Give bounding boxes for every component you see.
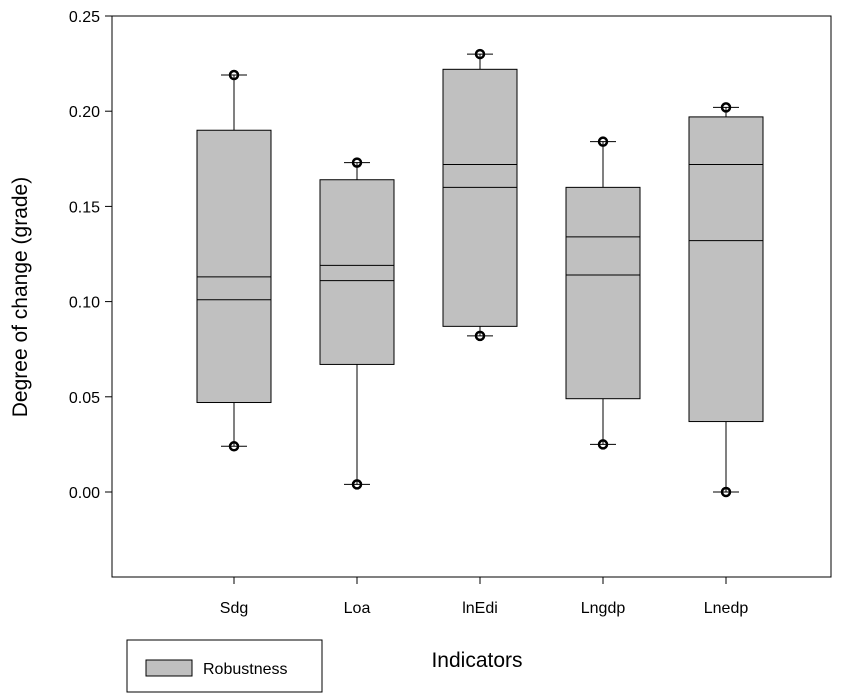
box-loa [319,157,395,490]
max-point [597,136,609,147]
box-lnedp [688,102,764,498]
y-tick-label: 0.25 [69,9,100,26]
x-tick-label: lnEdi [462,600,498,617]
max-point [351,157,363,168]
box-series [196,48,764,498]
y-axis: 0.00 0.05 0.10 0.15 0.20 0.25 [69,9,112,502]
x-tick-label: Loa [344,600,371,617]
max-point [474,48,486,60]
box-sdg [196,69,272,452]
legend: Robustness [126,639,323,693]
y-tick-label: 0.10 [69,295,100,312]
y-tick-label: 0.00 [69,485,100,502]
box-lnedi [442,48,518,342]
legend-label: Robustness [203,661,288,678]
iqr-box [688,116,764,423]
x-tick-label: Lngdp [581,600,626,617]
x-axis-title: Indicators [431,649,522,672]
y-tick-label: 0.15 [69,199,100,216]
x-axis: Sdg Loa lnEdi Lngdp Lnedp [220,577,749,617]
max-point [228,69,240,81]
iqr-box [196,129,272,404]
legend-swatch [145,659,193,677]
min-point [351,479,363,490]
y-axis-title: Degree of change (grade) [9,177,32,418]
min-point [228,441,240,452]
x-tick-label: Lnedp [704,600,749,617]
min-point [474,330,486,342]
y-tick-label: 0.20 [69,104,100,121]
iqr-box [442,68,518,327]
min-point [597,439,609,450]
y-tick-label: 0.05 [69,390,100,407]
box-lngdp [565,136,641,450]
max-point [720,102,732,113]
iqr-box [565,186,641,400]
iqr-box [319,179,395,365]
min-point [720,486,732,498]
x-tick-label: Sdg [220,600,248,617]
